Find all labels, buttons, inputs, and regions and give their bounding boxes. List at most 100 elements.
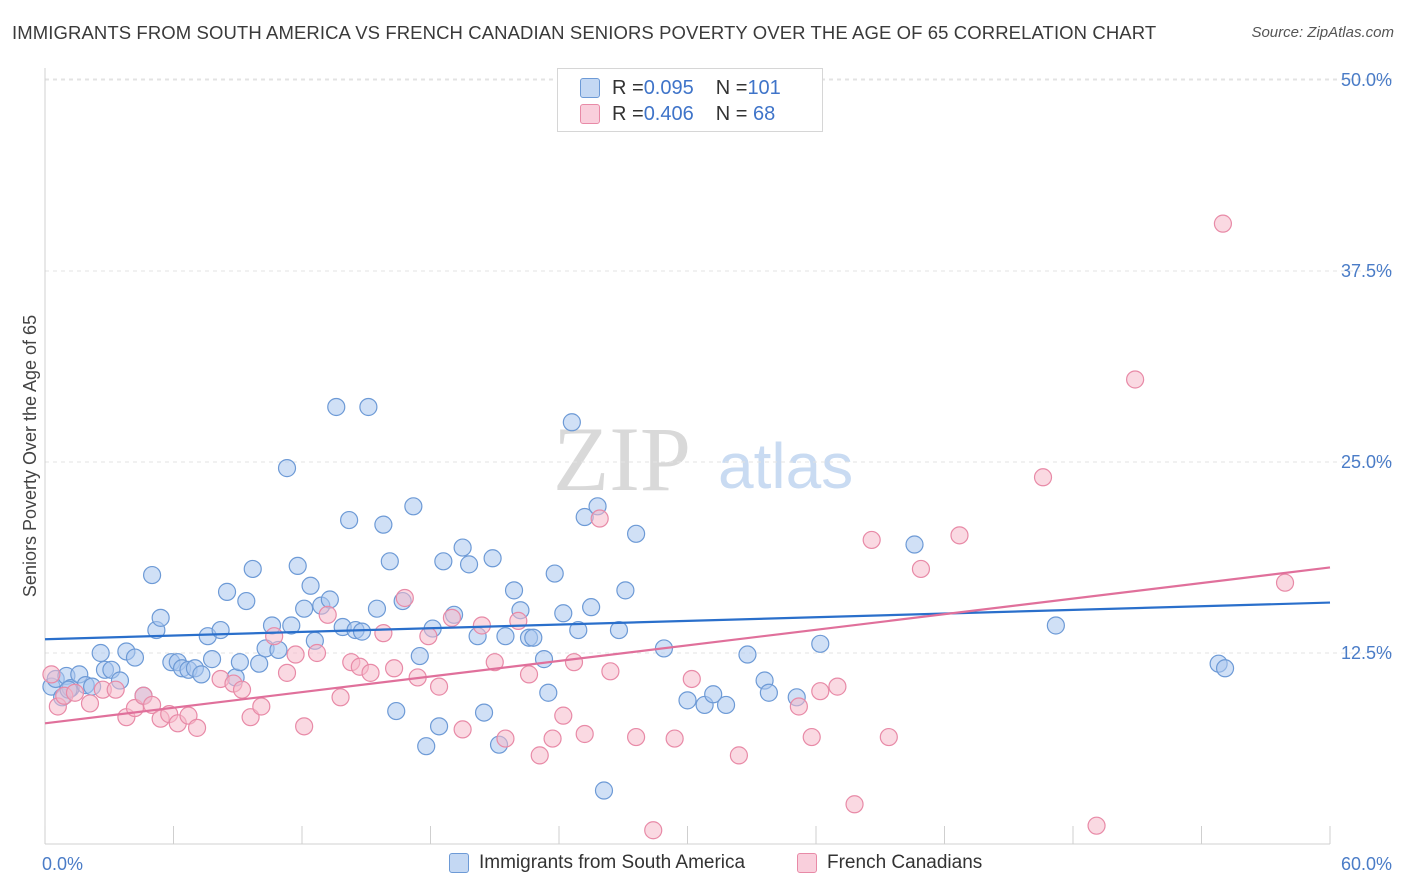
- french-canadians-point-69: [1275, 573, 1295, 592]
- french-canadians-point-32: [384, 659, 404, 678]
- french-canadians-point-33: [395, 588, 414, 608]
- south-america-point-50: [374, 515, 393, 534]
- french-canadians-point-63: [911, 559, 931, 579]
- french-canadians-point-19: [241, 708, 260, 727]
- south-america-point-92: [759, 683, 778, 702]
- south-america-point-58: [429, 717, 449, 736]
- south-america-point-89: [716, 695, 736, 715]
- french-canadians-point-48: [575, 724, 594, 744]
- french-canadians-point-47: [564, 653, 584, 672]
- south-america-point-72: [534, 650, 554, 669]
- legend-n-label: N =: [715, 102, 748, 125]
- south-america-point-37: [288, 556, 307, 576]
- y-tick-label-2: 37.5%: [1341, 261, 1392, 281]
- south-america-point-83: [616, 581, 635, 600]
- south-america-point-12: [125, 648, 145, 667]
- french-canadians-point-24: [295, 717, 314, 736]
- source-credit: Source: ZipAtlas.com: [1251, 24, 1394, 41]
- south-america-point-98: [1215, 659, 1235, 678]
- french-canadians-point-50: [601, 662, 620, 681]
- south-america-point-26: [217, 582, 237, 601]
- south-america-point-90: [738, 645, 757, 664]
- bottom-legend-south-america: Immigrants from South America: [449, 852, 745, 874]
- french-canadians-point-26: [318, 605, 337, 624]
- french-canadians-point-55: [729, 746, 749, 765]
- french-canadians-point-3: [65, 683, 85, 702]
- legend-n-value: 68: [747, 102, 776, 125]
- french-canadians-point-15: [187, 718, 207, 737]
- french-canadians-point-18: [232, 680, 252, 699]
- south-america-point-47: [352, 622, 372, 641]
- south-america-point-24: [202, 650, 222, 669]
- south-america-point-38: [295, 599, 314, 618]
- south-america-point-31: [250, 654, 269, 673]
- y-tick-label-1: 25.0%: [1341, 452, 1392, 472]
- south-america-point-22: [192, 665, 211, 684]
- south-america-point-43: [327, 397, 346, 417]
- french-canadians-point-21: [265, 627, 284, 646]
- french-canadians-point-45: [543, 729, 562, 748]
- french-canadians-point-35: [419, 627, 438, 646]
- legend-n-value: 101: [747, 76, 781, 99]
- french-canadians-point-56: [789, 697, 808, 716]
- y-tick-label-0: 12.5%: [1341, 643, 1392, 663]
- south-america-point-88: [704, 685, 723, 704]
- french-canadians-point-62: [879, 727, 898, 747]
- legend-r-value: 0.406: [643, 102, 694, 125]
- bottom-legend-label: Immigrants from South America: [479, 852, 746, 873]
- french-canadians-point-60: [845, 795, 864, 814]
- south-america-point-30: [243, 559, 262, 579]
- south-america-point-28: [230, 653, 249, 672]
- correlation-legend: R = 0.095 N = 101 R = 0.406 N = 68: [557, 68, 823, 132]
- french-canadians-point-4: [80, 694, 100, 713]
- south-america-point-96: [1046, 616, 1065, 635]
- south-america-point-36: [282, 616, 301, 635]
- south-america-point-49: [367, 599, 387, 618]
- south-america-point-51: [380, 552, 399, 571]
- x-tick-label-min: 0.0%: [42, 854, 83, 874]
- south-america-point-82: [609, 620, 629, 640]
- french-canadians-point-66: [1087, 816, 1106, 835]
- legend-row-south-america: R = 0.095 N = 101: [580, 75, 781, 101]
- south-america-point-45: [340, 510, 359, 530]
- south-america-point-75: [554, 604, 573, 623]
- x-tick-label-max: 60.0%: [1341, 854, 1392, 874]
- french-canadians-point-53: [665, 729, 684, 748]
- y-tick-label-3: 50.0%: [1341, 70, 1392, 90]
- y-axis-label: Seniors Poverty Over the Age of 65: [20, 315, 40, 597]
- legend-r-value: 0.095: [643, 76, 694, 99]
- south-america-point-77: [569, 620, 588, 640]
- south-america-point-29: [237, 591, 256, 611]
- french-canadians-point-57: [802, 727, 821, 747]
- french-canadians-point-52: [644, 821, 663, 840]
- south-america-point-71: [524, 628, 543, 647]
- french-canadians-point-67: [1126, 370, 1145, 389]
- south-america-point-25: [211, 620, 230, 640]
- south-america-point-48: [359, 397, 378, 417]
- french-canadians-point-31: [374, 624, 393, 643]
- french-canadians-point-43: [519, 665, 539, 684]
- south-america-point-14: [142, 565, 162, 585]
- french-canadians-point-44: [530, 746, 549, 765]
- bottom-legend-label: French Canadians: [827, 852, 983, 873]
- trend-line-south-america: [44, 601, 1331, 641]
- south-america-point-67: [496, 627, 515, 646]
- south-america-point-76: [562, 413, 581, 432]
- french-canadians-point-6: [106, 680, 125, 699]
- french-canadians-point-27: [331, 688, 350, 707]
- bottom-legend-french-canadians: French Canadians: [797, 852, 982, 874]
- french-canadians-point-30: [361, 663, 380, 682]
- south-america-point-68: [504, 581, 524, 600]
- french-canadians-point-40: [485, 653, 504, 672]
- legend-r-label: R =: [612, 76, 644, 99]
- watermark: ZIP atlas: [553, 408, 853, 510]
- south-america-point-94: [811, 634, 830, 653]
- legend-swatch-pink: [580, 104, 600, 124]
- french-canadians-point-65: [1033, 468, 1053, 487]
- bottom-legend-swatch-pink: [797, 853, 817, 873]
- legend-row-french-canadians: R = 0.406 N = 68: [580, 101, 775, 127]
- south-america-point-56: [417, 737, 436, 756]
- south-america-point-61: [453, 538, 472, 557]
- french-canadians-point-25: [307, 643, 327, 663]
- series-immigrants-south-america: [42, 397, 1235, 800]
